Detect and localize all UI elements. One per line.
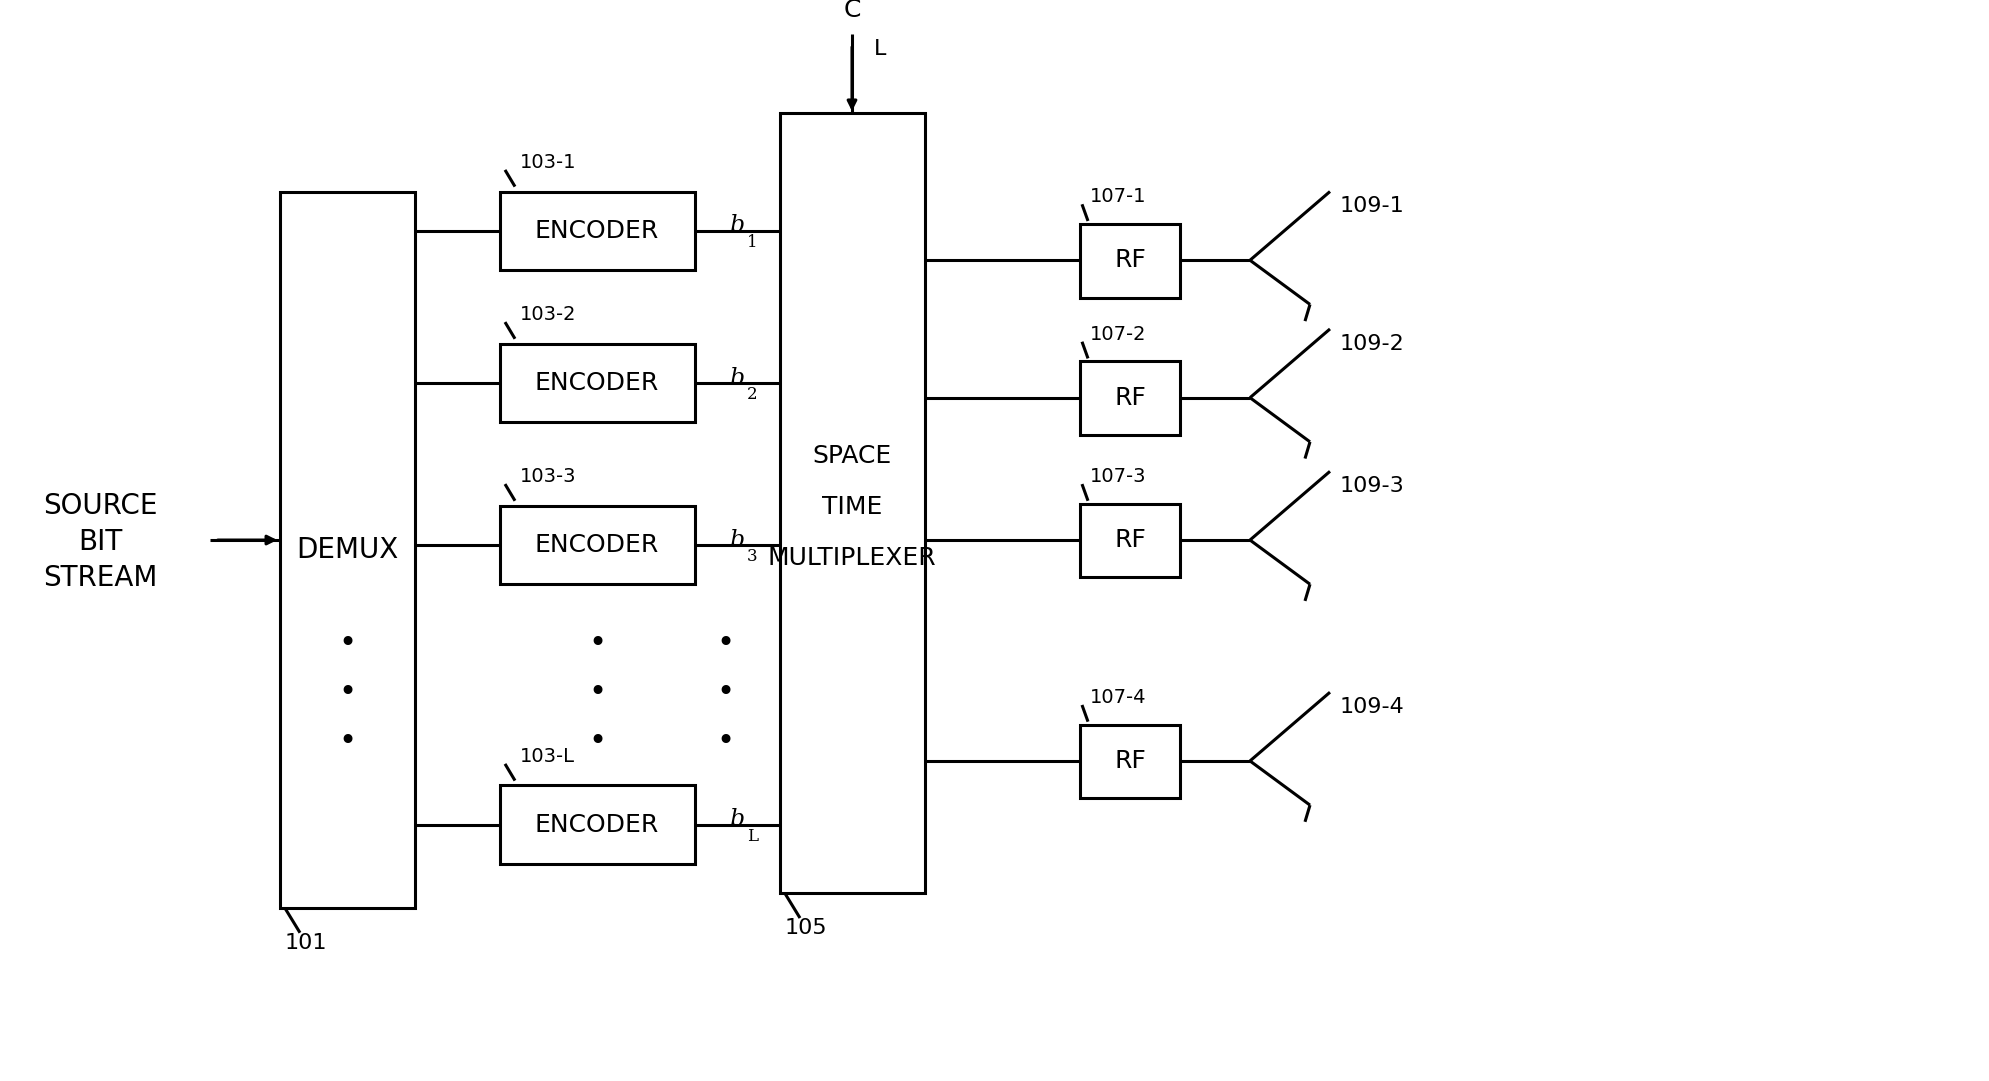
Text: b: b xyxy=(730,366,744,389)
Text: TIME: TIME xyxy=(821,495,881,519)
Bar xyxy=(1080,724,1179,798)
Text: b: b xyxy=(730,214,744,238)
Text: 109-1: 109-1 xyxy=(1339,197,1404,216)
Text: 109-4: 109-4 xyxy=(1339,697,1404,717)
Text: 103-1: 103-1 xyxy=(519,152,577,172)
Text: RF: RF xyxy=(1114,249,1146,272)
Text: 107-1: 107-1 xyxy=(1090,187,1146,206)
Text: 105: 105 xyxy=(784,918,827,938)
Text: •: • xyxy=(716,726,734,756)
Text: 1: 1 xyxy=(746,235,758,251)
Text: RF: RF xyxy=(1114,386,1146,410)
Bar xyxy=(499,506,694,584)
Text: •: • xyxy=(587,629,607,657)
Bar xyxy=(280,191,416,908)
Text: 103-3: 103-3 xyxy=(519,467,577,486)
Text: ENCODER: ENCODER xyxy=(535,533,658,557)
Text: •: • xyxy=(716,678,734,707)
Text: •: • xyxy=(716,629,734,657)
Text: BIT: BIT xyxy=(78,528,121,556)
Text: RF: RF xyxy=(1114,528,1146,552)
Text: b: b xyxy=(730,809,744,831)
Bar xyxy=(1080,224,1179,297)
Text: 107-3: 107-3 xyxy=(1090,467,1146,486)
Text: ENCODER: ENCODER xyxy=(535,218,658,243)
Text: SOURCE: SOURCE xyxy=(42,492,157,520)
Text: 107-4: 107-4 xyxy=(1090,688,1146,707)
Text: 101: 101 xyxy=(284,933,328,952)
Text: STREAM: STREAM xyxy=(44,564,157,592)
Text: 109-2: 109-2 xyxy=(1339,334,1404,353)
Text: 109-3: 109-3 xyxy=(1339,476,1404,496)
Text: ENCODER: ENCODER xyxy=(535,371,658,395)
Text: ENCODER: ENCODER xyxy=(535,813,658,837)
Text: 103-2: 103-2 xyxy=(519,305,577,324)
Bar xyxy=(780,114,925,894)
Text: 3: 3 xyxy=(746,548,758,565)
Text: •: • xyxy=(338,726,356,756)
Text: •: • xyxy=(338,678,356,707)
Text: b: b xyxy=(730,529,744,551)
Text: •: • xyxy=(587,726,607,756)
Text: L: L xyxy=(746,828,758,845)
Bar xyxy=(1080,361,1179,435)
Text: 103-L: 103-L xyxy=(519,747,575,765)
Bar xyxy=(1080,504,1179,577)
Text: C: C xyxy=(843,0,861,22)
Text: 107-2: 107-2 xyxy=(1090,324,1146,344)
Bar xyxy=(499,191,694,270)
Text: RF: RF xyxy=(1114,749,1146,773)
Text: 2: 2 xyxy=(746,386,758,403)
Text: SPACE: SPACE xyxy=(812,443,891,468)
Bar xyxy=(499,344,694,423)
Text: DEMUX: DEMUX xyxy=(296,536,398,564)
Text: MULTIPLEXER: MULTIPLEXER xyxy=(768,546,937,570)
Text: •: • xyxy=(338,629,356,657)
Text: L: L xyxy=(873,39,885,59)
Bar xyxy=(499,786,694,864)
Text: •: • xyxy=(587,678,607,707)
